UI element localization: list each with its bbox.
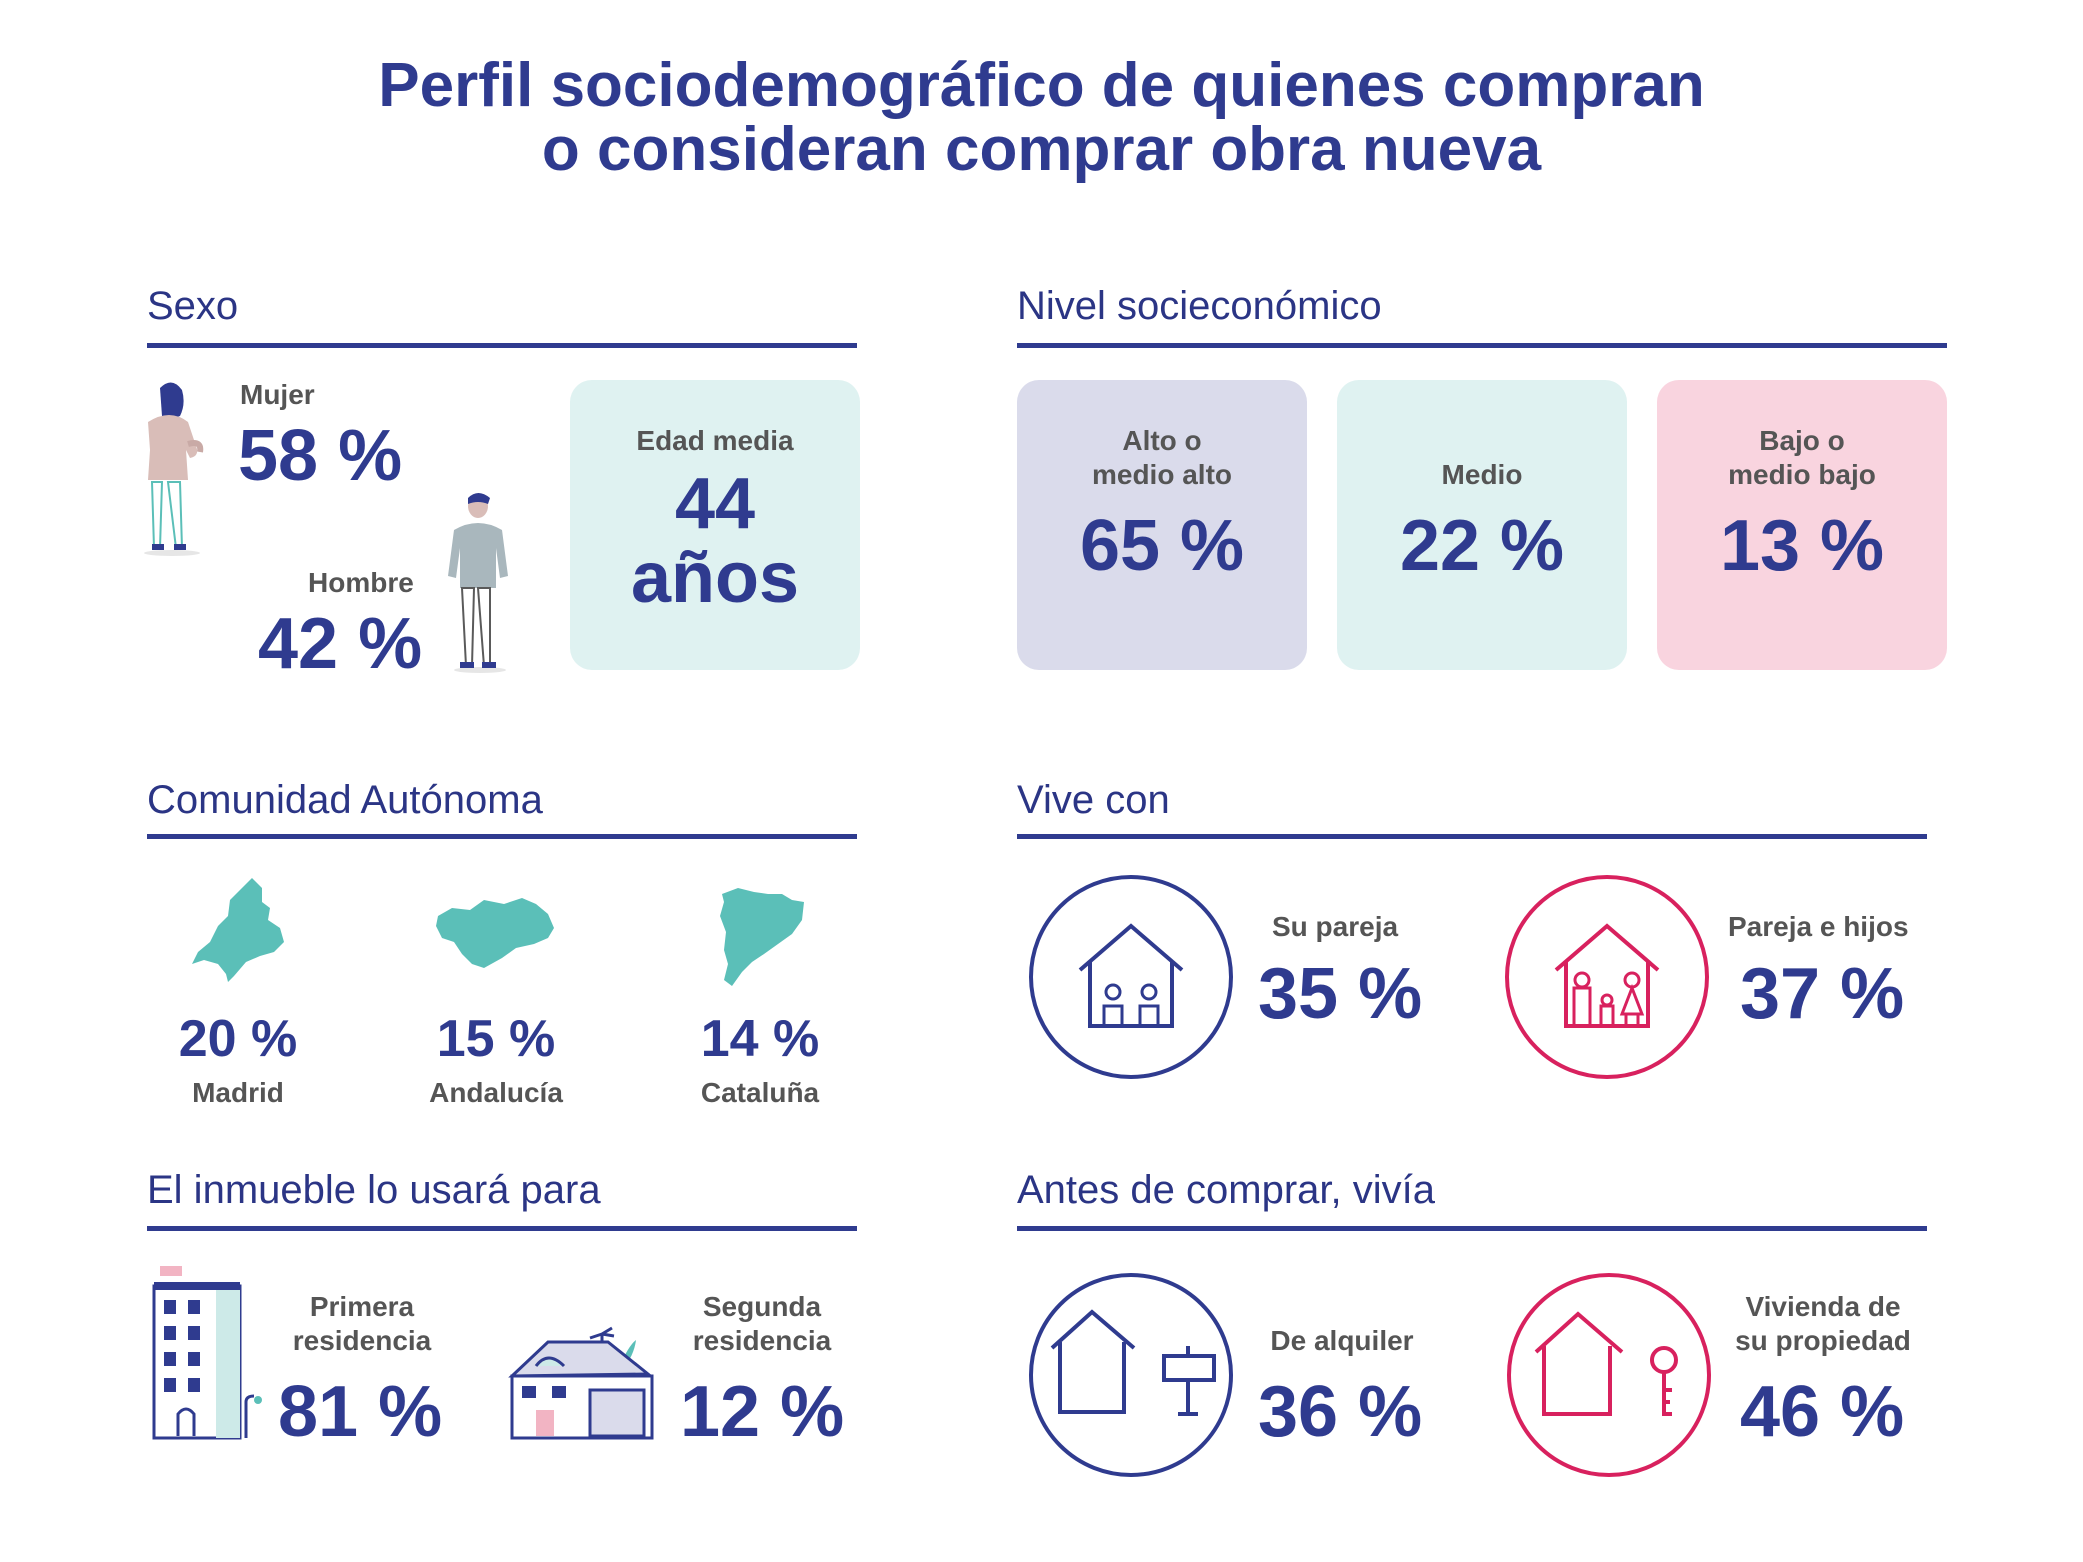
apartment-building-icon [150, 1264, 266, 1440]
uso-value-primera: 81 % [278, 1372, 443, 1452]
uso-label-1-segunda: Segunda [702, 1291, 822, 1322]
vive-value-pareja: 35 % [1258, 954, 1423, 1034]
family-house-icon [1504, 874, 1710, 1080]
section-divider-antes [1017, 1226, 1927, 1231]
vive-value-familia: 37 % [1740, 954, 1905, 1034]
section-divider-comunidad [147, 834, 857, 839]
edad-media-unit: años [630, 538, 800, 618]
mujer-label: Mujer [240, 379, 315, 410]
antes-label-2-propiedad: su propiedad [1735, 1325, 1911, 1356]
antes-value-alquiler: 36 % [1258, 1372, 1423, 1452]
comunidad-value-andalucia: 15 % [436, 1010, 556, 1068]
section-title-antes: Antes de comprar, vivía [1017, 1168, 1435, 1212]
nivel-card-value: 13 % [1719, 506, 1885, 586]
couple-house-icon [1028, 874, 1234, 1080]
madrid-map-icon [186, 876, 290, 986]
key-house-icon [1506, 1272, 1712, 1478]
nivel-card-label-2: Medio [1441, 459, 1523, 490]
nivel-card-label-2: medio bajo [1728, 459, 1876, 490]
uso-value-segunda: 12 % [680, 1372, 845, 1452]
comunidad-value-cataluna: 14 % [700, 1010, 820, 1068]
nivel-card-bajo: Bajo o medio bajo 13 % [1657, 380, 1947, 670]
nivel-card-label-1: Bajo o [1759, 425, 1845, 456]
page-title: Perfil sociodemográfico de quienes compr… [0, 54, 2083, 182]
uso-label-2-segunda: residencia [692, 1325, 832, 1356]
comunidad-name-cataluna: Cataluña [700, 1077, 820, 1108]
section-title-comunidad: Comunidad Autónoma [147, 778, 543, 822]
holiday-house-icon [508, 1326, 664, 1442]
cataluna-map-icon [712, 886, 808, 988]
vive-label-familia: Pareja e hijos [1728, 911, 1909, 942]
edad-media-label: Edad media [636, 425, 794, 456]
antes-label-1-propiedad: Vivienda de [1745, 1291, 1901, 1322]
uso-label-1-primera: Primera [309, 1291, 415, 1322]
vive-label-pareja: Su pareja [1272, 911, 1399, 942]
nivel-card-label-1: Alto o [1122, 425, 1202, 456]
edad-media-card: Edad media 44 años [570, 380, 860, 670]
nivel-card-medio: Medio 22 % [1337, 380, 1627, 670]
comunidad-value-madrid: 20 % [178, 1010, 298, 1068]
uso-label-2-primera: residencia [292, 1325, 432, 1356]
section-divider-uso [147, 1226, 857, 1231]
page-title-line-2: o consideran comprar obra nueva [541, 115, 1542, 184]
nivel-card-value: 65 % [1079, 506, 1245, 586]
comunidad-name-andalucia: Andalucía [429, 1077, 563, 1108]
section-title-vive: Vive con [1017, 778, 1170, 822]
page-title-line-1: Perfil sociodemográfico de quienes compr… [378, 51, 1705, 120]
section-title-nivel: Nivel socieconómico [1017, 284, 1382, 328]
hombre-value: 42 % [258, 604, 423, 684]
antes-value-propiedad: 46 % [1740, 1372, 1905, 1452]
section-title-sexo: Sexo [147, 284, 239, 328]
woman-illustration-icon [140, 378, 210, 558]
rent-sign-house-icon [1028, 1272, 1234, 1478]
comunidad-name-madrid: Madrid [192, 1077, 284, 1108]
edad-media-value: 44 [674, 464, 756, 544]
hombre-label: Hombre [308, 567, 414, 598]
andalucia-map-icon [434, 896, 558, 974]
man-illustration-icon [448, 490, 512, 674]
section-divider-nivel [1017, 343, 1947, 348]
nivel-card-label-2: medio alto [1091, 459, 1232, 490]
nivel-card-alto: Alto o medio alto 65 % [1017, 380, 1307, 670]
section-divider-sexo [147, 343, 857, 348]
antes-label-2-alquiler: De alquiler [1270, 1325, 1414, 1356]
section-divider-vive [1017, 834, 1927, 839]
nivel-card-value: 22 % [1399, 506, 1565, 586]
mujer-value: 58 % [238, 416, 403, 496]
section-title-uso: El inmueble lo usará para [147, 1168, 601, 1212]
